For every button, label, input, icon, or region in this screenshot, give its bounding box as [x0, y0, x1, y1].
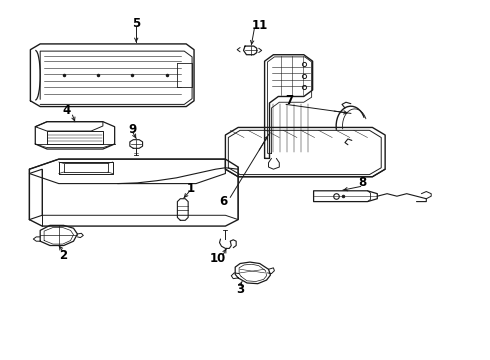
- Text: 7: 7: [285, 94, 293, 107]
- Text: 5: 5: [132, 17, 140, 30]
- Text: 11: 11: [251, 19, 268, 32]
- Text: 3: 3: [236, 283, 244, 296]
- Text: 10: 10: [210, 252, 226, 265]
- Text: 2: 2: [59, 249, 67, 262]
- Text: 4: 4: [62, 104, 70, 117]
- Text: 8: 8: [359, 176, 367, 189]
- Text: 6: 6: [219, 195, 227, 208]
- Text: 1: 1: [187, 182, 195, 195]
- Text: 9: 9: [128, 123, 136, 136]
